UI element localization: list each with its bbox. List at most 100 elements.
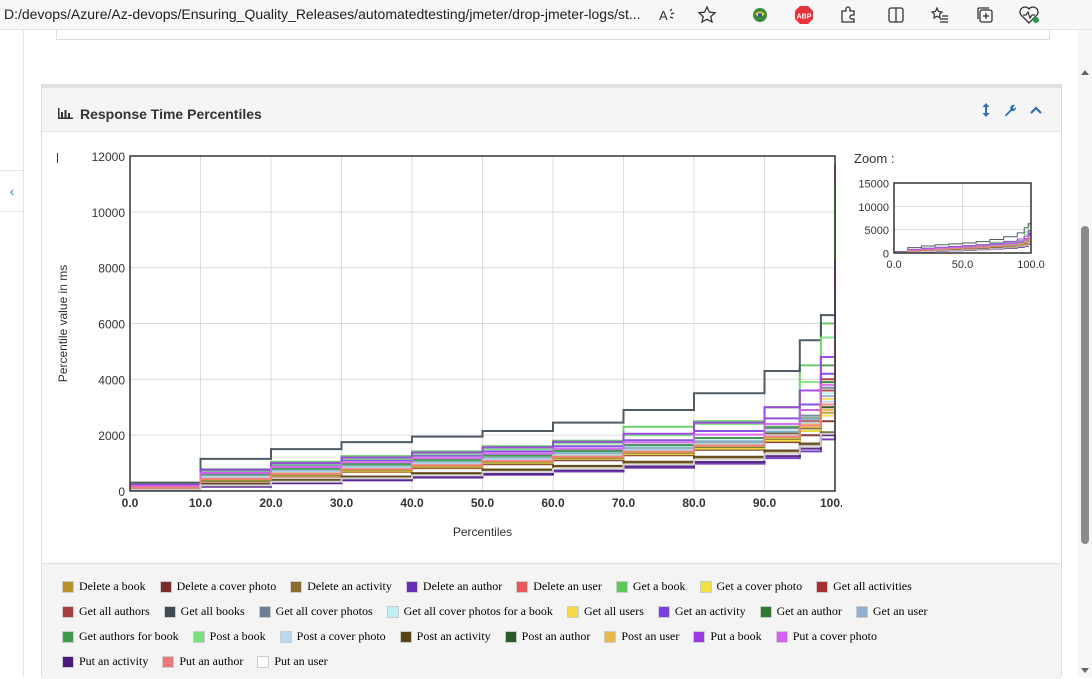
series-line[interactable] xyxy=(130,323,836,487)
browser-essentials-icon[interactable] xyxy=(1017,3,1041,27)
legend-item[interactable]: Get a cover photo xyxy=(699,579,803,594)
response-time-percentiles-panel: Response Time Percentiles 0.0 10.0 20.0 30.… xyxy=(41,84,1062,679)
y-tick-label: 12000 xyxy=(92,150,126,164)
legend-item[interactable]: Put an author xyxy=(162,654,243,669)
legend-item[interactable]: Get all users xyxy=(566,604,644,619)
legend-label: Delete an author xyxy=(422,579,503,593)
legend-item[interactable]: Get authors for book xyxy=(62,629,179,644)
legend-swatch xyxy=(566,605,579,618)
series-line[interactable] xyxy=(894,220,1032,253)
resize-vertical-icon[interactable] xyxy=(981,103,991,117)
legend-label: Delete an user xyxy=(533,579,602,593)
y-tick-label: 4000 xyxy=(98,373,125,387)
legend-item[interactable]: Post an user xyxy=(604,629,679,644)
legend-item[interactable]: Delete an activity xyxy=(290,579,392,594)
legend-item[interactable]: Get all activities xyxy=(816,579,912,594)
legend-item[interactable]: Delete a book xyxy=(62,579,146,594)
x-tick-label: 30.0 xyxy=(330,496,354,510)
legend-item[interactable]: Post a book xyxy=(192,629,266,644)
legend-item[interactable]: Get all authors xyxy=(62,604,150,619)
legend-label: Put an activity xyxy=(79,654,149,668)
legend-swatch xyxy=(192,630,205,643)
legend-item[interactable]: Post an activity xyxy=(399,629,491,644)
abp-text: ABP xyxy=(797,14,812,21)
scroll-down-arrow-icon[interactable] xyxy=(1081,668,1089,673)
series-line[interactable] xyxy=(894,234,1032,254)
x-tick-label: 0.0 xyxy=(886,259,901,271)
series-line[interactable] xyxy=(130,340,836,489)
legend-item[interactable]: Post a cover photo xyxy=(279,629,386,644)
series-line[interactable] xyxy=(130,295,836,484)
legend-item[interactable]: Put a book xyxy=(693,629,762,644)
page-scrollbar[interactable] xyxy=(1078,30,1092,677)
expand-sidebar-chevron-icon[interactable]: ‹ xyxy=(0,170,24,212)
y-axis-ticks: 0 2000 4000 6000 8000 10000 12000 xyxy=(92,150,126,499)
legend-item[interactable]: Get a book xyxy=(615,579,686,594)
zoom-y-ticks: 0 5000 10000 15000 xyxy=(858,179,889,261)
x-tick-label: 10.0 xyxy=(189,496,213,510)
legend-item[interactable]: Put an activity xyxy=(62,654,148,669)
read-aloud-icon[interactable]: A xyxy=(656,3,680,27)
legend-label: Get a cover photo xyxy=(716,579,803,593)
y-tick-label: 10000 xyxy=(858,202,889,214)
y-tick-label: 6000 xyxy=(98,318,125,332)
legend-swatch xyxy=(699,580,712,593)
favorite-star-icon[interactable] xyxy=(695,3,719,27)
extensions-puzzle-icon[interactable] xyxy=(836,3,860,27)
legend-swatch xyxy=(759,605,772,618)
legend-label: Get all users xyxy=(583,604,644,618)
legend-item[interactable]: Get an user xyxy=(855,604,928,619)
x-tick-label: 20.0 xyxy=(259,496,283,510)
legend-item[interactable]: Delete an author xyxy=(405,579,503,594)
legend-swatch xyxy=(257,655,270,668)
legend-label: Get authors for book xyxy=(79,629,179,643)
legend-item[interactable]: Get an author xyxy=(759,604,842,619)
series-line[interactable] xyxy=(894,215,1032,253)
legend-item[interactable]: Post an author xyxy=(504,629,590,644)
adblock-icon[interactable]: ABP xyxy=(792,3,816,27)
legend-area: Delete a book Delete a cover photo Delete … xyxy=(42,563,1061,679)
legend-label: Put an user xyxy=(274,654,328,668)
y-axis-label: Percentile value in ms xyxy=(56,265,70,382)
scroll-up-arrow-icon[interactable] xyxy=(1081,70,1089,75)
legend-item[interactable]: Put a cover photo xyxy=(775,629,877,644)
legend-label: Post a cover photo xyxy=(296,629,386,643)
y-tick-label: 10000 xyxy=(92,206,126,220)
panel-toolbar xyxy=(981,103,1043,117)
legend-swatch xyxy=(816,580,829,593)
legend-item[interactable]: Delete a cover photo xyxy=(159,579,276,594)
legend-swatch xyxy=(279,630,292,643)
percentile-chart[interactable]: 0.0 10.0 20.0 30.0 40.0 50.0 60.0 70.0 80.0 90.0 1… xyxy=(42,132,842,562)
legend-item[interactable]: Get an activity xyxy=(657,604,746,619)
series-line[interactable] xyxy=(130,267,836,486)
legend-item[interactable]: Put an user xyxy=(257,654,328,669)
y-tick-label: 15000 xyxy=(858,179,889,191)
favorites-list-icon[interactable] xyxy=(928,3,952,27)
legend-item[interactable]: Get all books xyxy=(163,604,245,619)
legend-item[interactable]: Delete an user xyxy=(516,579,602,594)
legend-swatch xyxy=(163,605,176,618)
address-bar[interactable]: D:/devops/Azure/Az-devops/Ensuring_Quali… xyxy=(4,6,641,22)
zoom-series xyxy=(894,198,1032,254)
chevron-up-icon[interactable] xyxy=(1029,103,1043,117)
series-line[interactable] xyxy=(894,227,1032,253)
wrench-icon[interactable] xyxy=(1003,103,1017,117)
legend-swatch xyxy=(62,655,74,668)
scroll-thumb[interactable] xyxy=(1081,226,1089,544)
legend-swatch xyxy=(405,580,418,593)
zoom-overview-chart[interactable]: 0.0 50.0 100.0 0 5000 10000 15000 xyxy=(842,173,1052,283)
extension-globe-icon[interactable] xyxy=(748,3,772,27)
left-sidebar: ‹ xyxy=(0,30,24,677)
split-screen-icon[interactable] xyxy=(884,3,908,27)
series-line[interactable] xyxy=(894,225,1032,253)
legend-item[interactable]: Get all cover photos xyxy=(258,604,373,619)
legend-label: Put a book xyxy=(710,629,762,643)
legend-label: Get an activity xyxy=(674,604,746,618)
panel-header: Response Time Percentiles xyxy=(42,85,1061,132)
series-line[interactable] xyxy=(130,382,836,491)
legend-label: Get all books xyxy=(180,604,245,618)
collections-icon[interactable] xyxy=(973,3,997,27)
zoom-frame xyxy=(893,182,1032,254)
legend-item[interactable]: Get all cover photos for a book xyxy=(386,604,553,619)
y-tick-label: 5000 xyxy=(865,225,889,237)
